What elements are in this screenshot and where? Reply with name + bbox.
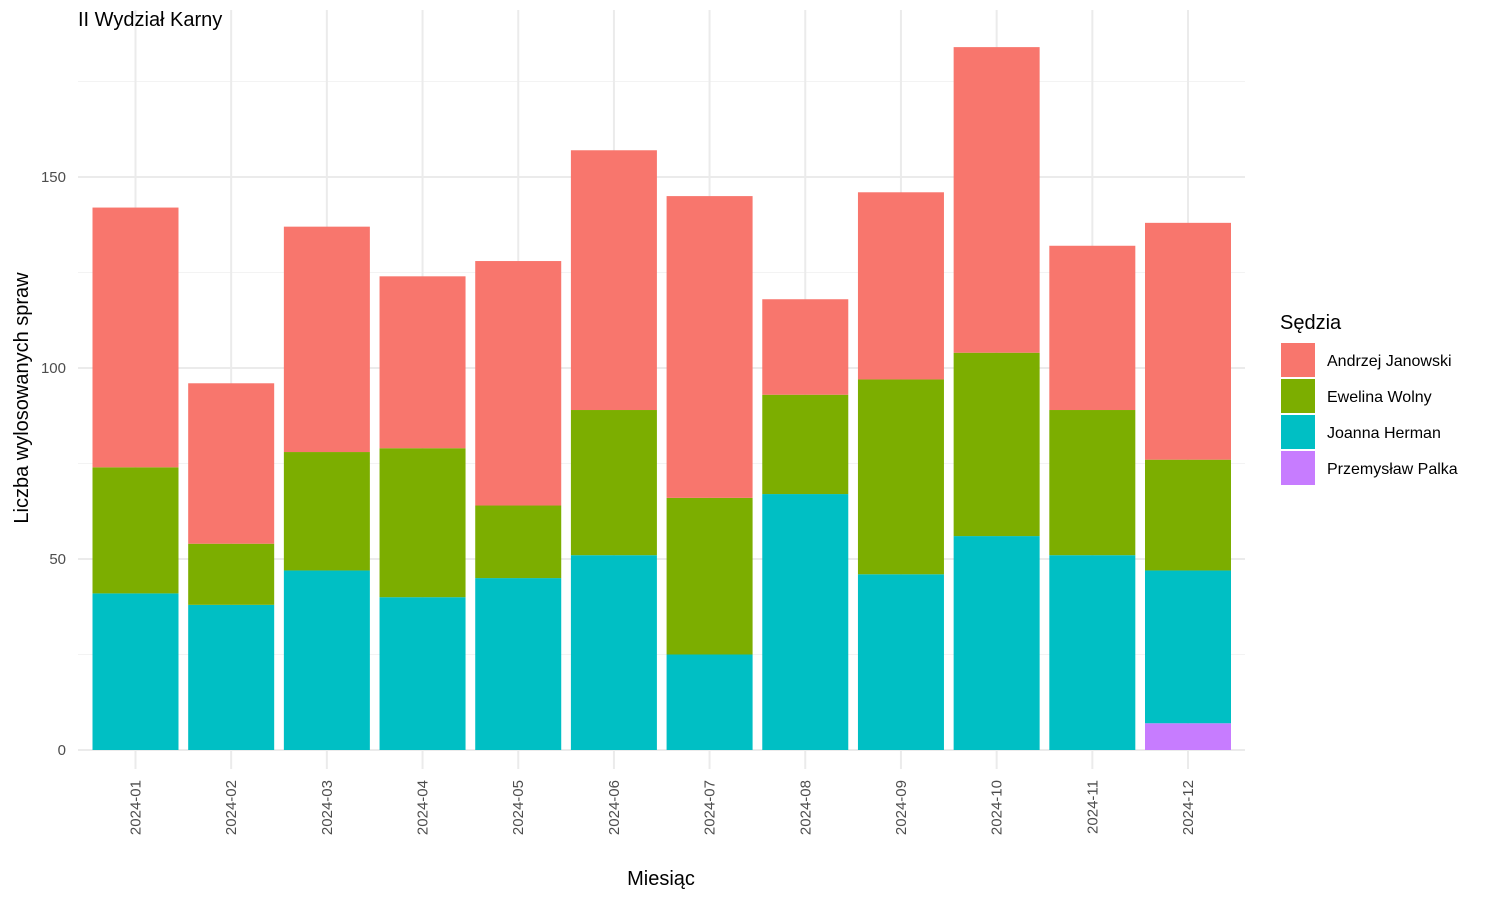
bar-segment: [1145, 723, 1231, 750]
bar-segment: [475, 505, 562, 579]
bar-segment: [953, 352, 1040, 537]
bar-segment: [666, 654, 753, 750]
legend-label: Przemysław Palka: [1327, 461, 1458, 478]
y-tick-label: 150: [41, 169, 66, 186]
bar-segment: [475, 578, 562, 750]
legend-items: Andrzej Janowski Ewelina Wolny Joanna Herm…: [1281, 343, 1458, 485]
y-tick-label: 50: [49, 551, 66, 568]
bar-segment: [188, 543, 275, 605]
legend-label: Joanna Herman: [1327, 425, 1441, 442]
bar-segment: [762, 299, 849, 395]
bar-segment: [92, 467, 179, 594]
bar-segment: [1049, 555, 1136, 750]
bar-segment: [953, 47, 1040, 353]
y-tick-label: 0: [58, 742, 66, 759]
bar-segment: [379, 276, 466, 449]
x-tick-label: 2024-04: [415, 780, 432, 835]
legend-title: Sędzia: [1280, 312, 1342, 334]
chart-title: II Wydział Karny: [78, 9, 222, 31]
bar-segment: [283, 452, 370, 571]
legend-swatch: [1281, 343, 1315, 377]
x-axis-title: Miesiąc: [627, 868, 695, 890]
bar-segment: [1145, 459, 1231, 571]
bar-segment: [1049, 410, 1136, 556]
x-tick-label: 2024-08: [797, 780, 814, 835]
bar-segment: [857, 379, 944, 575]
x-tick-label: 2024-06: [606, 780, 623, 835]
bar-segment: [379, 448, 466, 598]
bar-segment: [1049, 245, 1136, 411]
bar-segment: [953, 536, 1040, 750]
bar-segment: [92, 207, 179, 468]
bar-segment: [570, 555, 657, 750]
x-tick-label: 2024-09: [893, 780, 910, 835]
legend-swatch: [1281, 415, 1315, 449]
x-tick-label: 2024-05: [510, 780, 527, 835]
y-axis-title: Liczba wylosowanych spraw: [11, 272, 33, 524]
ticks-layer: 0 50 100 150 2024-01 2024-02 2024-03 2024-04 202…: [41, 169, 1197, 835]
x-tick-label: 2024-10: [989, 780, 1006, 835]
bar-segment: [188, 604, 275, 750]
x-tick-label: 2024-02: [223, 780, 240, 835]
y-tick-label: 100: [41, 360, 66, 377]
bar-segment: [1145, 570, 1231, 724]
bar-segment: [475, 261, 562, 506]
bar-segment: [283, 226, 370, 453]
bar-segment: [570, 410, 657, 556]
x-tick-label: 2024-11: [1084, 780, 1101, 834]
bar-segment: [857, 192, 944, 380]
x-tick-label: 2024-01: [128, 780, 145, 835]
legend-swatch: [1281, 379, 1315, 413]
bar-segment: [762, 394, 849, 495]
bars-layer: [92, 47, 1231, 750]
bar-segment: [283, 570, 370, 750]
bar-segment: [379, 597, 466, 750]
x-tick-label: 2024-03: [319, 780, 336, 835]
legend-swatch: [1281, 451, 1315, 485]
bar-segment: [762, 494, 849, 750]
bar-segment: [666, 497, 753, 655]
bar-segment: [92, 593, 179, 750]
legend-label: Ewelina Wolny: [1327, 389, 1432, 406]
bar-segment: [188, 383, 275, 544]
bar-segment: [857, 574, 944, 750]
legend: Sędzia Andrzej Janowski Ewelina Wolny Joan…: [1280, 312, 1458, 485]
x-tick-label: 2024-07: [702, 780, 719, 835]
bar-segment: [666, 196, 753, 498]
legend-label: Andrzej Janowski: [1327, 353, 1452, 370]
bar-segment: [1145, 222, 1231, 460]
x-tick-label: 2024-12: [1180, 780, 1197, 835]
bar-segment: [570, 150, 657, 411]
